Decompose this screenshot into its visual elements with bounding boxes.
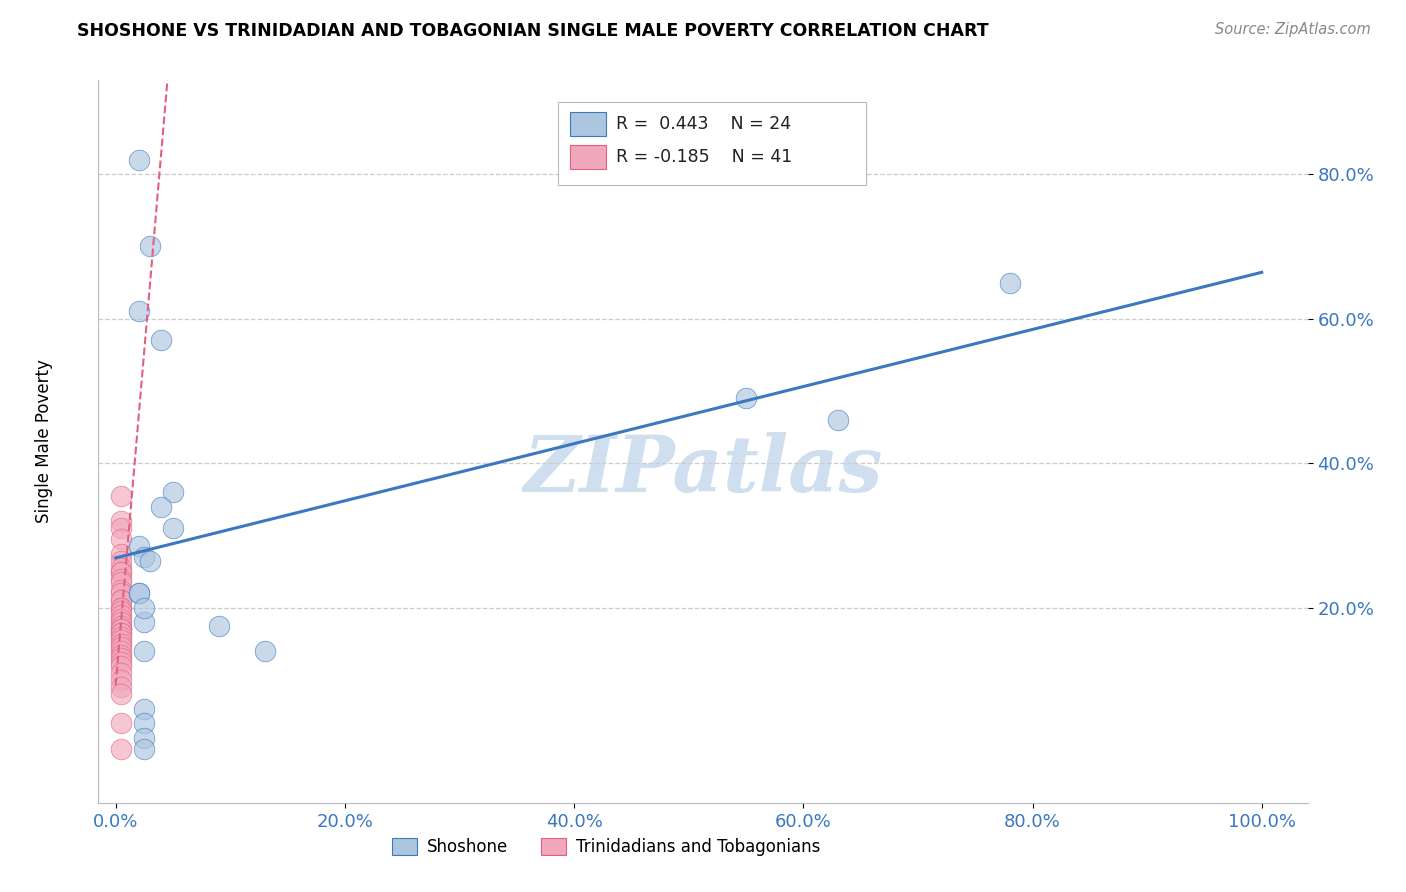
Point: [162, 485, 184, 500]
Point: [735, 391, 758, 405]
FancyBboxPatch shape: [569, 145, 606, 169]
Point: [110, 626, 132, 640]
Point: [110, 665, 132, 680]
Point: [110, 593, 132, 607]
Point: [134, 644, 156, 658]
Legend: Shoshone, Trinidadians and Tobagonians: Shoshone, Trinidadians and Tobagonians: [385, 831, 827, 863]
Point: [110, 565, 132, 579]
Point: [110, 716, 132, 731]
Point: [128, 304, 150, 318]
Point: [110, 644, 132, 658]
Point: [110, 640, 132, 655]
Point: [110, 575, 132, 590]
Point: [134, 600, 156, 615]
FancyBboxPatch shape: [558, 102, 866, 185]
Point: [110, 673, 132, 687]
Point: [827, 413, 849, 427]
Point: [110, 489, 132, 503]
Point: [139, 239, 162, 253]
Point: [110, 547, 132, 561]
Point: [110, 561, 132, 575]
Point: [110, 586, 132, 600]
Point: [110, 521, 132, 535]
Point: [110, 572, 132, 586]
Point: [110, 741, 132, 756]
Point: [134, 702, 156, 716]
Text: R =  0.443    N = 24: R = 0.443 N = 24: [616, 115, 792, 133]
Point: [150, 334, 173, 348]
Point: [110, 687, 132, 701]
Point: [110, 607, 132, 622]
Text: Source: ZipAtlas.com: Source: ZipAtlas.com: [1215, 22, 1371, 37]
Point: [128, 539, 150, 553]
Point: [110, 648, 132, 662]
Point: [134, 716, 156, 731]
Point: [134, 615, 156, 630]
Point: [110, 611, 132, 625]
Text: R = -0.185    N = 41: R = -0.185 N = 41: [616, 148, 792, 166]
Point: [110, 582, 132, 597]
Point: [110, 655, 132, 669]
Point: [110, 604, 132, 618]
Point: [110, 514, 132, 528]
Point: [150, 500, 173, 514]
Point: [110, 637, 132, 651]
Point: [110, 658, 132, 673]
Point: [110, 630, 132, 644]
Point: [110, 600, 132, 615]
Point: [162, 521, 184, 535]
Point: [110, 565, 132, 579]
Point: [998, 276, 1021, 290]
Point: [128, 586, 150, 600]
Point: [110, 623, 132, 637]
Text: ZIPatlas: ZIPatlas: [523, 433, 883, 508]
Point: [110, 532, 132, 546]
Point: [139, 554, 162, 568]
Point: [110, 554, 132, 568]
Point: [128, 586, 150, 600]
Point: [110, 680, 132, 694]
FancyBboxPatch shape: [569, 112, 606, 136]
Text: Single Male Poverty: Single Male Poverty: [35, 359, 53, 524]
Point: [128, 153, 150, 167]
Text: SHOSHONE VS TRINIDADIAN AND TOBAGONIAN SINGLE MALE POVERTY CORRELATION CHART: SHOSHONE VS TRINIDADIAN AND TOBAGONIAN S…: [77, 22, 988, 40]
Point: [110, 633, 132, 648]
Point: [110, 600, 132, 615]
Point: [134, 550, 156, 565]
Point: [110, 615, 132, 630]
Point: [110, 593, 132, 607]
Point: [110, 626, 132, 640]
Point: [134, 731, 156, 745]
Point: [253, 644, 276, 658]
Point: [110, 619, 132, 633]
Point: [208, 619, 231, 633]
Point: [110, 623, 132, 637]
Point: [110, 651, 132, 665]
Point: [134, 741, 156, 756]
